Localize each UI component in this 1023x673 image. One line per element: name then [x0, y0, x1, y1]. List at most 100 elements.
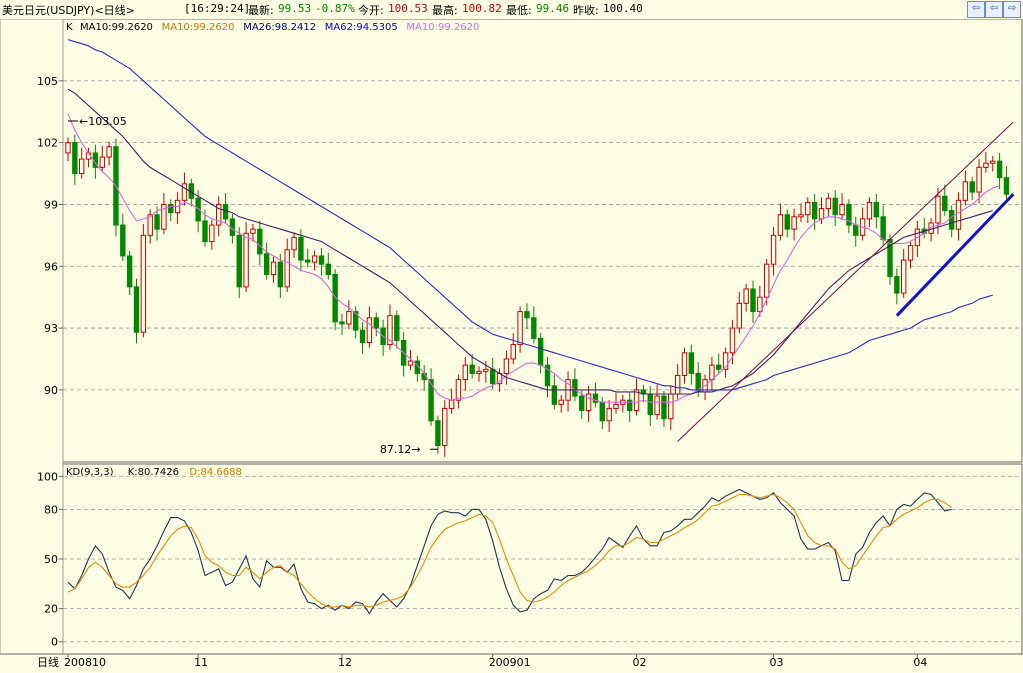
candle-body — [366, 317, 373, 343]
candle-body — [633, 389, 640, 411]
candle-body — [462, 364, 469, 381]
candle-body — [476, 370, 482, 374]
kd-line-d — [67, 493, 952, 608]
kd-y-tick-label: 20 — [44, 603, 58, 616]
main-legend-item: MA62:94.5305 — [325, 22, 398, 33]
candle-body — [250, 228, 256, 234]
candle-body — [147, 214, 153, 236]
candle-body — [811, 201, 818, 220]
candle-body — [140, 234, 147, 333]
candle-body — [510, 344, 516, 360]
back-arrow-icon[interactable]: ⇦ — [967, 1, 985, 18]
candle-body — [942, 195, 948, 212]
candle-body — [969, 181, 975, 193]
candle-body — [674, 374, 681, 395]
open-label: 今开: — [358, 4, 384, 17]
candle-body — [777, 214, 784, 236]
candle-body — [448, 399, 455, 409]
symbol-title: 美元日元(USDJPY)<日线> — [2, 4, 135, 17]
candle-body — [442, 407, 448, 447]
low-value: 99.46 — [536, 2, 570, 15]
x-tick-label: 03 — [770, 656, 784, 669]
candle-body — [613, 403, 619, 409]
open-value: 100.53 — [388, 2, 428, 15]
main-y-tick-label: 93 — [44, 322, 58, 335]
change-value: -0.87% — [315, 2, 355, 15]
candle-body — [976, 166, 982, 193]
candle-body — [668, 393, 674, 420]
x-tick-label: 02 — [633, 656, 647, 669]
candle-body — [394, 315, 400, 341]
main-legend-item: MA26:98.2412 — [243, 22, 316, 33]
candle-body — [243, 232, 249, 288]
candle-body — [606, 407, 612, 422]
candle-body — [407, 360, 414, 366]
forward-arrow-icon[interactable]: ⇨ — [1003, 1, 1021, 18]
x-tick-label: 04 — [913, 656, 927, 669]
main-y-tick-label: 99 — [44, 198, 58, 211]
candle-body — [805, 201, 811, 216]
candle-body — [935, 195, 941, 224]
x-tick-label: 12 — [338, 656, 352, 669]
ma-line-ma10 — [67, 113, 1000, 403]
candle-body — [79, 158, 85, 175]
x-tick-label: 200810 — [64, 656, 106, 669]
candle-body — [181, 183, 188, 201]
high-label: 最高: — [432, 4, 458, 17]
candle-body — [202, 220, 208, 243]
candle-body — [65, 142, 71, 154]
candle-body — [681, 352, 688, 376]
candle-body — [106, 146, 112, 158]
candle-body — [907, 245, 914, 261]
candle-body — [126, 255, 133, 288]
candle-body — [770, 234, 777, 265]
candle-body — [798, 214, 804, 218]
candle-body — [298, 236, 304, 261]
trendline — [895, 193, 1015, 317]
candle-body — [962, 181, 969, 201]
candle-body — [120, 224, 126, 257]
candle-body — [832, 197, 838, 216]
candle-body — [743, 288, 749, 304]
main-legend-item: MA10:99.2620 — [406, 22, 479, 33]
candle-body — [483, 368, 489, 372]
trendline — [677, 121, 1014, 442]
candle-body — [839, 203, 845, 216]
candle-body — [161, 203, 167, 230]
candle-body — [346, 311, 352, 325]
candle-body — [332, 273, 338, 323]
x-tick-label: 200901 — [489, 656, 531, 669]
kd-legend-item: KD(9,3,3) — [66, 467, 114, 478]
candle-body — [277, 261, 284, 288]
main-legend-item: MA10:99.2620 — [162, 22, 235, 33]
kd-y-tick-label: 100 — [37, 470, 58, 483]
period-label: 日线 — [37, 655, 59, 669]
prev-close-value: 100.40 — [603, 2, 643, 15]
candle-body — [948, 210, 955, 230]
candle-body — [133, 286, 140, 333]
candle-body — [853, 224, 859, 236]
candle-body — [263, 253, 270, 275]
high-value: 100.82 — [462, 2, 502, 15]
ma-line-ma26 — [67, 88, 993, 395]
low-label: 最低: — [506, 4, 532, 17]
window-toggle-icon[interactable]: ⇦ — [985, 1, 1003, 18]
latest-value: 99.53 — [278, 2, 312, 15]
candle-body — [318, 255, 325, 265]
candle-body — [435, 420, 441, 447]
candle-body — [599, 401, 605, 422]
candle-body — [983, 162, 989, 168]
candle-body — [270, 261, 277, 275]
candle-body — [579, 395, 585, 411]
candle-body — [990, 160, 996, 164]
candle-body — [736, 302, 742, 329]
candle-body — [996, 160, 1003, 179]
candle-body — [373, 317, 379, 329]
candle-body — [722, 352, 729, 370]
candle-body — [880, 216, 886, 240]
candle-body — [236, 234, 242, 288]
ma-line-ma62 — [67, 39, 993, 391]
candle-body — [291, 236, 297, 251]
candle-body — [257, 228, 263, 255]
